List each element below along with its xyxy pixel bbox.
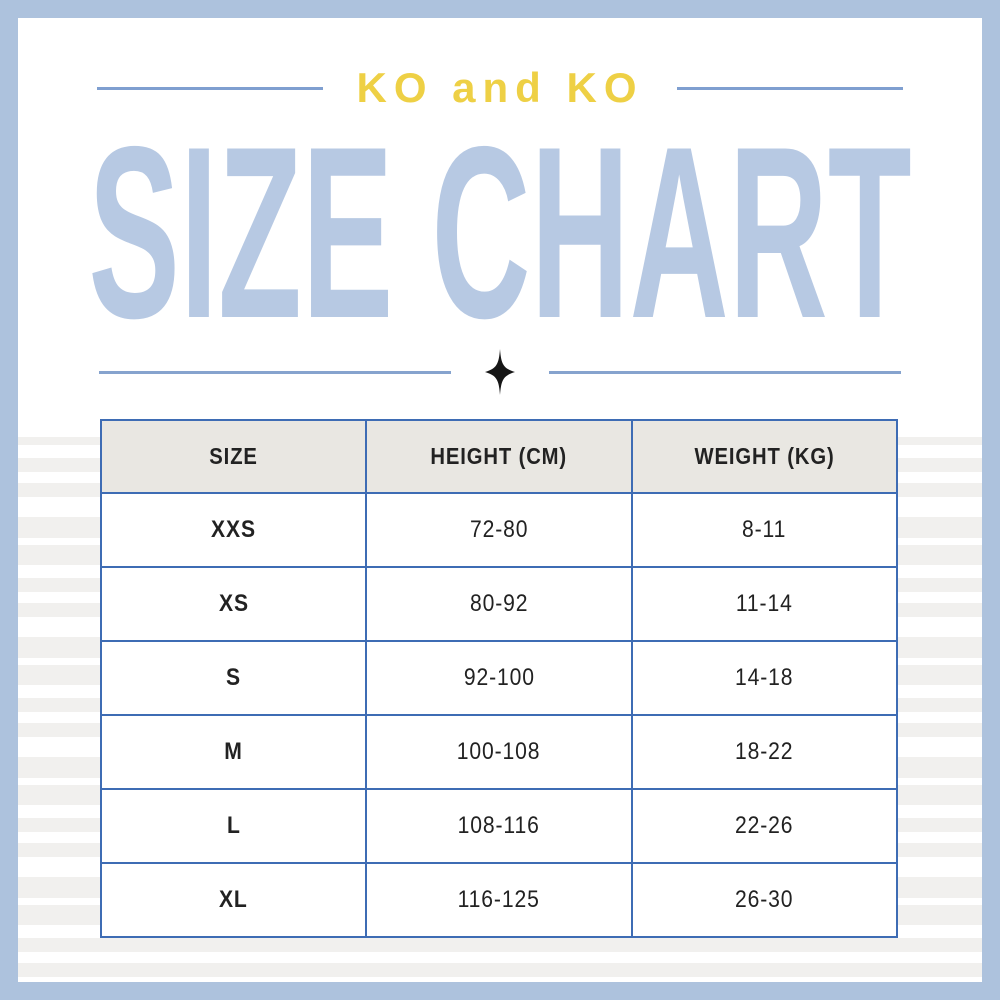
- height-value: 80-92: [365, 566, 633, 642]
- size-value: XS: [99, 566, 368, 642]
- table-row: XS 80-92 11-14: [99, 566, 899, 642]
- column-header-height: HEIGHT (CM): [365, 419, 633, 494]
- page-title: SIZE CHART: [0, 109, 1000, 354]
- height-value: 116-125: [365, 862, 633, 938]
- divider-rule-left: [99, 370, 451, 374]
- weight-value: 26-30: [630, 862, 899, 938]
- sparkle-icon: [485, 349, 515, 395]
- size-table-body: XXS 72-80 8-11 XS 80-92 11-14 S 92-100 1…: [99, 492, 899, 938]
- table-row: S 92-100 14-18: [99, 640, 899, 716]
- page-title-text: SIZE CHART: [88, 94, 912, 369]
- height-value: 92-100: [365, 640, 633, 716]
- brand-header: KO and KO: [0, 64, 1000, 112]
- column-header-size: SIZE: [99, 419, 368, 494]
- size-value: S: [99, 640, 368, 716]
- size-table-header: SIZE HEIGHT (CM) WEIGHT (KG): [99, 419, 899, 494]
- column-header-weight: WEIGHT (KG): [630, 419, 899, 494]
- divider: [0, 349, 1000, 395]
- brand-rule-right: [676, 86, 903, 90]
- height-value: 72-80: [365, 492, 633, 568]
- size-value: M: [99, 714, 368, 790]
- weight-value: 8-11: [630, 492, 899, 568]
- table-row: XXS 72-80 8-11: [99, 492, 899, 568]
- divider-rule-right: [549, 370, 901, 374]
- height-value: 108-116: [365, 788, 633, 864]
- table-row: M 100-108 18-22: [99, 714, 899, 790]
- weight-value: 18-22: [630, 714, 899, 790]
- weight-value: 14-18: [630, 640, 899, 716]
- table-row: L 108-116 22-26: [99, 788, 899, 864]
- height-value: 100-108: [365, 714, 633, 790]
- size-value: XXS: [99, 492, 368, 568]
- brand-name: KO and KO: [356, 64, 644, 111]
- size-table: SIZE HEIGHT (CM) WEIGHT (KG) XXS 72-80 8…: [99, 419, 899, 938]
- weight-value: 22-26: [630, 788, 899, 864]
- size-value: XL: [99, 862, 368, 938]
- weight-value: 11-14: [630, 566, 899, 642]
- size-value: L: [99, 788, 368, 864]
- table-row: XL 116-125 26-30: [99, 862, 899, 938]
- brand-rule-left: [97, 86, 324, 90]
- table-header-row: SIZE HEIGHT (CM) WEIGHT (KG): [99, 419, 899, 494]
